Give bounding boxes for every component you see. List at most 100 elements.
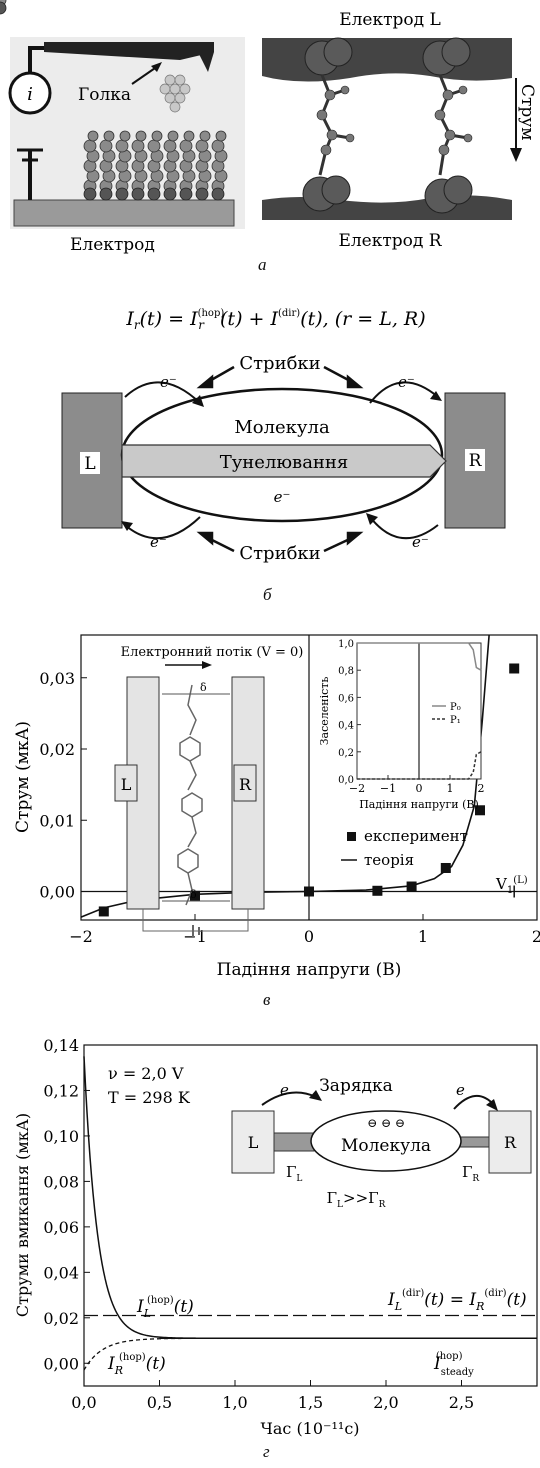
switching-y-tick-label: 0,10: [43, 1127, 79, 1146]
electron-top-right: e⁻: [398, 373, 415, 391]
curve-IR-hop: [83, 1337, 196, 1371]
nu-label: ν = 2,0 V: [108, 1064, 184, 1083]
switching-y-tick-label: 0,14: [43, 1036, 79, 1055]
iv-y-tick-label: 0,01: [39, 811, 75, 830]
current-label: Струм: [517, 84, 537, 141]
inset-y-tick-label: 0,6: [338, 693, 354, 704]
iv-y-axis-label: Струм (мкА): [13, 721, 33, 833]
iv-x-axis-label: Падіння напруги (В): [217, 960, 402, 980]
caption-a: а: [258, 255, 267, 274]
switching-x-tick-label: 1,5: [298, 1393, 323, 1412]
inset-L-letter: L: [121, 775, 132, 794]
legend-experiment-label: експеримент: [364, 827, 468, 845]
electrode-R-letter: R: [469, 451, 483, 471]
inset-delta-top: δ: [200, 681, 207, 694]
switching-y-tick-label: 0,12: [43, 1081, 79, 1100]
panel-d: 0,0 0,5 1,0 1,5 2,0 2,5 0,00 0,02 0,04 0,06 0,08 0,…: [0, 1035, 540, 1464]
gamma-relation-label: ΓL>>ΓR: [327, 1189, 386, 1210]
switching-y-tick-label: 0,02: [43, 1309, 79, 1328]
iv-experiment-point: [372, 885, 383, 896]
electron-top-left: e⁻: [160, 373, 177, 391]
iv-y-tick-label: 0,00: [39, 883, 75, 902]
hops-label-bottom: Стрибки: [239, 543, 320, 564]
inset-R-letter: R: [239, 775, 252, 794]
iv-y-tick-label: 0,02: [39, 740, 75, 759]
caption-c: в: [263, 990, 271, 1009]
iv-x-tick-label: 1: [418, 927, 428, 946]
inset-x-tick-label: 1: [447, 782, 454, 795]
panel-a: i Голка Електрод Електрод L: [0, 0, 540, 285]
charging-R-block: [488, 1110, 532, 1174]
panel-b: Ir(t) = I(hop) r (t) + I(dir)(t), (r = L, …: [0, 285, 540, 615]
charging-e-right: e: [456, 1081, 465, 1099]
legend-experiment-marker: [347, 832, 356, 841]
molecule-label: Молекула: [234, 417, 330, 438]
label-steady-hop: Isteady(hop): [433, 1351, 474, 1378]
label-IL-hop: IL(hop)(t): [136, 1295, 194, 1320]
charging-label: Зарядка: [319, 1076, 393, 1096]
electrode-L-letter: L: [84, 454, 95, 474]
charging-diagram: Зарядка L R Молекула ⊖ ⊖ ⊖ e e ΓL ΓR ΓL>…: [231, 1076, 532, 1210]
electron-bottom-right: e⁻: [412, 533, 429, 551]
inset-electron-flow-diagram: Електронний потік (V = 0) L R δ δ: [114, 645, 304, 937]
electrode-label: Електрод: [70, 235, 155, 255]
inset-legend-P1: P₁: [450, 715, 461, 726]
electron-bottom-left: e⁻: [150, 533, 167, 551]
electron-center: e⁻: [274, 488, 291, 506]
label-dir-equality: IL(dir)(t) = IR(dir)(t): [387, 1288, 527, 1313]
negative-charges-icon: ⊖ ⊖ ⊖: [367, 1116, 405, 1130]
iv-experiment-point: [440, 862, 451, 873]
iv-x-tick-label: 0: [304, 927, 314, 946]
inset-y-tick-label: 0,0: [338, 775, 354, 786]
iv-x-tick-label: −1: [183, 927, 207, 946]
iv-experiment-point: [475, 805, 485, 816]
hop-arrows: [196, 365, 364, 553]
iv-x-tick-label: −2: [69, 927, 93, 946]
switching-x-tick-label: 2,5: [449, 1393, 474, 1412]
iv-chart: −2 −1 0 1 20,000,010,020,03 Електронний поті…: [13, 634, 540, 980]
switching-x-axis-label: Час (10⁻¹¹с): [260, 1419, 359, 1438]
tunneling-label: Тунелювання: [220, 452, 349, 473]
electrode-L-label: Електрод L: [339, 10, 441, 30]
gamma-L-bridge: [273, 1132, 315, 1152]
iv-experiment-point: [406, 881, 417, 892]
cantilever: [44, 42, 214, 60]
switching-x-tick-label: 0,0: [71, 1393, 96, 1412]
inset-y-axis-label: Заселеність: [318, 677, 331, 746]
hops-label-top: Стрибки: [239, 353, 320, 374]
panel-c: −2 −1 0 1 2 0,00 0,01 0,02 0,03 Електронний поті…: [0, 615, 540, 1035]
tunneling-arrow: [121, 444, 447, 478]
iv-experiment-point: [509, 663, 520, 674]
inset-x-tick-label: 2: [478, 782, 485, 795]
iv-experiment-point: [304, 886, 314, 897]
charging-molecule-label: Молекула: [341, 1136, 431, 1156]
molecule-array-icon: [0, 0, 228, 201]
v1-label: V1(L): [495, 875, 528, 896]
needle-label: Голка: [78, 85, 131, 105]
switching-current-chart: 0,0 0,5 1,0 1,5 2,0 2,5 0,00 0,02 0,04 0,06 0,08 0,…: [13, 1036, 538, 1438]
charging-L-letter: L: [248, 1133, 259, 1152]
inset-x-tick-label: −2: [349, 782, 365, 795]
switching-x-tick-label: 2,0: [373, 1393, 398, 1412]
ammeter-icon: [8, 71, 52, 115]
iv-legend: експеримент теорія: [341, 827, 468, 869]
charging-e-left: e: [280, 1081, 289, 1099]
charging-L-block: [231, 1110, 275, 1174]
gamma-R-bridge: [457, 1136, 490, 1148]
electrode-R-label: Електрод R: [338, 231, 442, 251]
inset-x-tick-label: −1: [380, 782, 396, 795]
electrode-R-surface: [262, 195, 512, 220]
inset-flow-title: Електронний потік (V = 0): [121, 645, 304, 660]
inset-y-tick-label: 0,8: [338, 666, 354, 677]
contact-atoms-icon: [302, 37, 473, 214]
switching-x-tick-label: 0,5: [147, 1393, 172, 1412]
iv-x-tick-label: 2: [532, 927, 540, 946]
inset-x-axis-label: Падіння напруги (В): [359, 798, 479, 811]
inset-y-tick-label: 1,0: [338, 639, 354, 650]
switching-y-tick-label: 0,08: [43, 1172, 79, 1191]
switching-x-tick-label: 1,0: [222, 1393, 247, 1412]
gamma-L-label: ΓL: [286, 1163, 302, 1184]
legend-theory-label: теорія: [364, 851, 414, 869]
inset-y-tick-label: 0,2: [338, 748, 354, 759]
iv-y-tick-label: 0,03: [39, 669, 75, 688]
